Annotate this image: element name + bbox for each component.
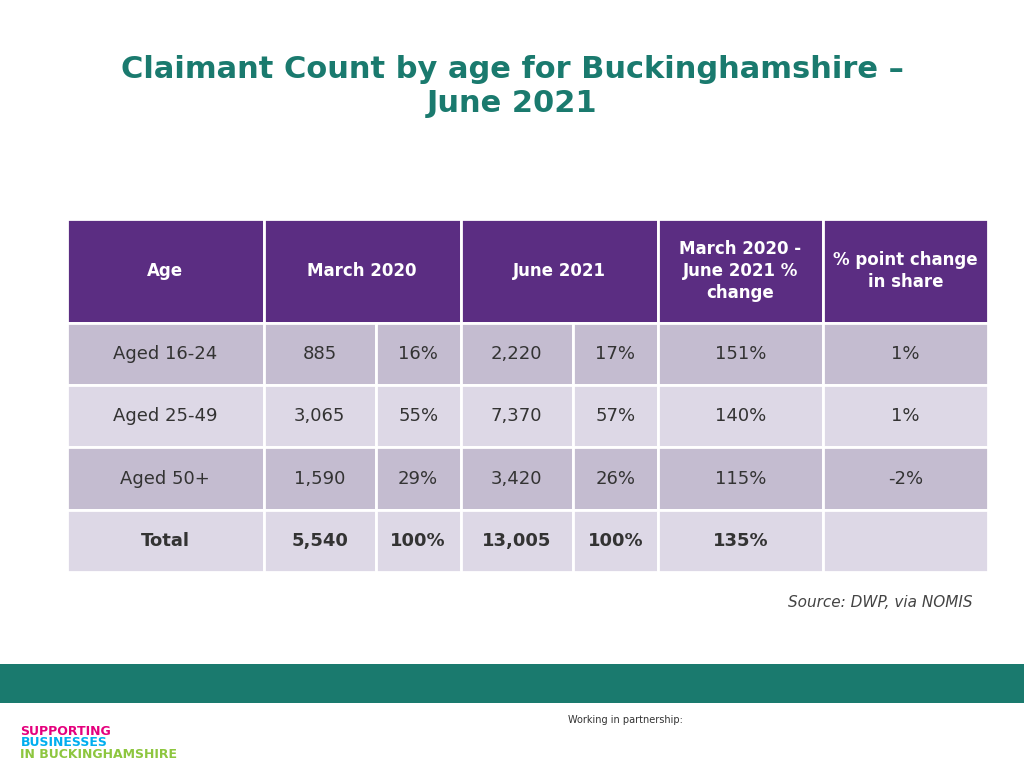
Text: Aged 50+: Aged 50+ [120,469,210,488]
FancyBboxPatch shape [823,510,988,572]
FancyBboxPatch shape [823,323,988,385]
Text: June 2021: June 2021 [513,262,606,280]
Text: 2,220: 2,220 [490,345,543,362]
Text: 100%: 100% [588,532,643,550]
FancyBboxPatch shape [572,510,657,572]
FancyBboxPatch shape [263,385,376,447]
Text: Source: DWP, via NOMIS: Source: DWP, via NOMIS [788,595,973,611]
FancyBboxPatch shape [657,385,823,447]
FancyBboxPatch shape [823,385,988,447]
FancyBboxPatch shape [67,447,263,510]
Text: 1%: 1% [891,345,920,362]
Text: BUSINESSES: BUSINESSES [20,737,108,749]
FancyBboxPatch shape [461,510,572,572]
FancyBboxPatch shape [263,447,376,510]
Text: 55%: 55% [398,407,438,425]
Text: 5,540: 5,540 [291,532,348,550]
Text: March 2020: March 2020 [307,262,417,280]
Text: Aged 25-49: Aged 25-49 [113,407,217,425]
FancyBboxPatch shape [572,323,657,385]
Text: 135%: 135% [713,532,768,550]
FancyBboxPatch shape [572,447,657,510]
Text: 100%: 100% [390,532,446,550]
FancyBboxPatch shape [263,323,376,385]
FancyBboxPatch shape [657,510,823,572]
Text: Aged 16-24: Aged 16-24 [113,345,217,362]
Text: 151%: 151% [715,345,766,362]
Text: 16%: 16% [398,345,438,362]
FancyBboxPatch shape [657,447,823,510]
FancyBboxPatch shape [823,219,988,323]
Text: 57%: 57% [595,407,635,425]
Text: IN BUCKINGHAMSHIRE: IN BUCKINGHAMSHIRE [20,748,177,760]
FancyBboxPatch shape [0,664,1024,703]
Text: June 2021: June 2021 [427,89,597,118]
Text: 29%: 29% [398,469,438,488]
FancyBboxPatch shape [263,510,376,572]
FancyBboxPatch shape [461,219,657,323]
Text: 26%: 26% [595,469,635,488]
FancyBboxPatch shape [376,385,461,447]
Text: 115%: 115% [715,469,766,488]
FancyBboxPatch shape [657,219,823,323]
FancyBboxPatch shape [67,510,263,572]
Text: 13,005: 13,005 [482,532,551,550]
FancyBboxPatch shape [461,447,572,510]
Text: 1,590: 1,590 [294,469,345,488]
Text: Working in partnership:: Working in partnership: [568,715,683,726]
FancyBboxPatch shape [461,323,572,385]
FancyBboxPatch shape [263,219,461,323]
Text: March 2020 -
June 2021 %
change: March 2020 - June 2021 % change [679,240,802,302]
Text: 7,370: 7,370 [490,407,543,425]
Text: % point change
in share: % point change in share [834,250,978,291]
Text: SUPPORTING: SUPPORTING [20,725,112,737]
Text: 17%: 17% [595,345,635,362]
FancyBboxPatch shape [376,323,461,385]
Text: 1%: 1% [891,407,920,425]
Text: 140%: 140% [715,407,766,425]
FancyBboxPatch shape [376,447,461,510]
FancyBboxPatch shape [657,323,823,385]
FancyBboxPatch shape [376,510,461,572]
Text: Age: Age [147,262,183,280]
Text: Claimant Count by age for Buckinghamshire –: Claimant Count by age for Buckinghamshir… [121,55,903,84]
FancyBboxPatch shape [67,219,263,323]
FancyBboxPatch shape [572,385,657,447]
FancyBboxPatch shape [67,385,263,447]
Text: Total: Total [140,532,189,550]
FancyBboxPatch shape [67,323,263,385]
Text: 3,065: 3,065 [294,407,345,425]
Text: -2%: -2% [888,469,924,488]
FancyBboxPatch shape [461,385,572,447]
Text: 885: 885 [302,345,337,362]
Text: 3,420: 3,420 [490,469,543,488]
FancyBboxPatch shape [823,447,988,510]
